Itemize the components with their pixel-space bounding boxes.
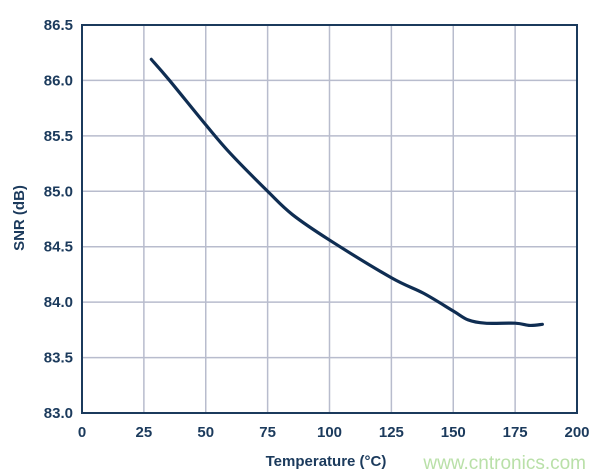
x-tick-label: 150: [441, 424, 466, 441]
y-tick-label: 83.5: [44, 350, 73, 367]
series-line: [149, 57, 544, 328]
watermark: www.cntronics.com: [422, 453, 586, 474]
y-tick-label: 84.5: [44, 239, 73, 256]
x-tick-label: 75: [259, 424, 276, 441]
y-tick-label: 86.0: [44, 72, 73, 89]
x-tick-label: 100: [317, 424, 342, 441]
grid: [81, 24, 578, 414]
x-tick-label: 25: [136, 424, 153, 441]
plot-frame: [81, 24, 578, 414]
x-tick-label: 200: [564, 424, 589, 441]
x-axis-label: Temperature (°C): [266, 453, 387, 470]
y-tick-label: 84.0: [44, 294, 73, 311]
y-tick-label: 85.5: [44, 128, 73, 145]
y-tick-label: 85.0: [44, 183, 73, 200]
tick-labels: 0 25 50 75 100 125 150 175 200 83.0 83.5 84.0 84.5 85…: [44, 17, 590, 441]
x-tick-label: 0: [78, 424, 86, 441]
x-tick-label: 50: [197, 424, 214, 441]
y-tick-label: 83.0: [44, 405, 73, 422]
x-tick-label: 175: [503, 424, 528, 441]
y-tick-label: 86.5: [44, 17, 73, 34]
y-axis-label: SNR (dB): [11, 185, 28, 251]
x-tick-label: 125: [379, 424, 404, 441]
